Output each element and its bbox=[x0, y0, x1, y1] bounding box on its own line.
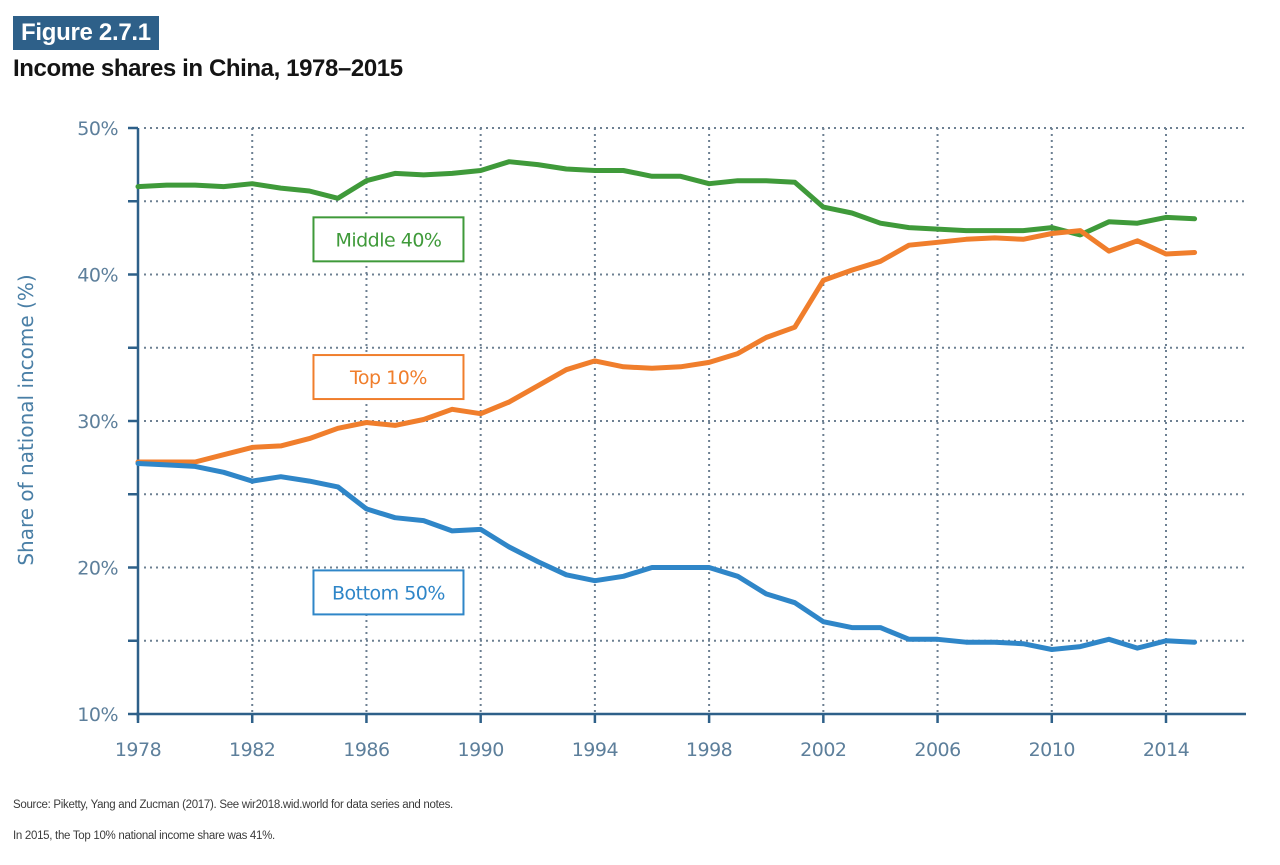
x-tick-label: 2014 bbox=[1143, 739, 1190, 761]
x-tick-label: 2002 bbox=[800, 739, 846, 761]
highlight-note: In 2015, the Top 10% national income sha… bbox=[13, 830, 275, 842]
series-line-top10 bbox=[135, 228, 1198, 465]
y-axis-title: Share of national income (%) bbox=[14, 274, 38, 565]
figure-title: Income shares in China, 1978–2015 bbox=[13, 55, 403, 82]
x-tick-label: 1978 bbox=[115, 739, 161, 761]
y-tick-label: 20% bbox=[77, 558, 118, 580]
x-tick-label: 1994 bbox=[572, 739, 619, 761]
x-tick-label: 1998 bbox=[686, 739, 732, 761]
series-label-middle40: Middle 40% bbox=[312, 216, 465, 263]
x-tick-label: 1986 bbox=[343, 739, 389, 761]
series-label-top10: Top 10% bbox=[312, 354, 465, 401]
series-label-bottom50: Bottom 50% bbox=[312, 569, 465, 616]
series-label-box bbox=[312, 216, 465, 263]
series-line-middle40 bbox=[135, 159, 1198, 238]
x-tick-label: 2006 bbox=[914, 739, 960, 761]
figure-number-badge: Figure 2.7.1 bbox=[13, 16, 159, 50]
series-labels: Middle 40% Top 10% Bottom 50% bbox=[312, 216, 465, 616]
y-tick-label: 30% bbox=[77, 411, 118, 433]
series-line-bottom50 bbox=[135, 461, 1198, 652]
axes: 10% 20% 30% 40% 50% 1978 1982 1986 1990 1994 1998 2… bbox=[77, 118, 1246, 761]
series-label-box bbox=[312, 354, 465, 401]
series-lines bbox=[135, 159, 1198, 652]
series-label-text: Bottom 50% bbox=[332, 582, 445, 604]
source-note: Source: Piketty, Yang and Zucman (2017).… bbox=[13, 799, 453, 811]
y-tick-label: 40% bbox=[77, 265, 118, 287]
x-tick-label: 1982 bbox=[229, 739, 275, 761]
grid-lines bbox=[144, 127, 1246, 714]
series-label-box bbox=[312, 569, 465, 616]
y-tick-label: 10% bbox=[77, 704, 118, 726]
x-tick-label: 2010 bbox=[1029, 739, 1075, 761]
x-tick-label: 1990 bbox=[457, 739, 503, 761]
series-label-text: Middle 40% bbox=[335, 229, 441, 251]
y-tick-label: 50% bbox=[77, 118, 118, 140]
series-label-text: Top 10% bbox=[349, 367, 427, 389]
